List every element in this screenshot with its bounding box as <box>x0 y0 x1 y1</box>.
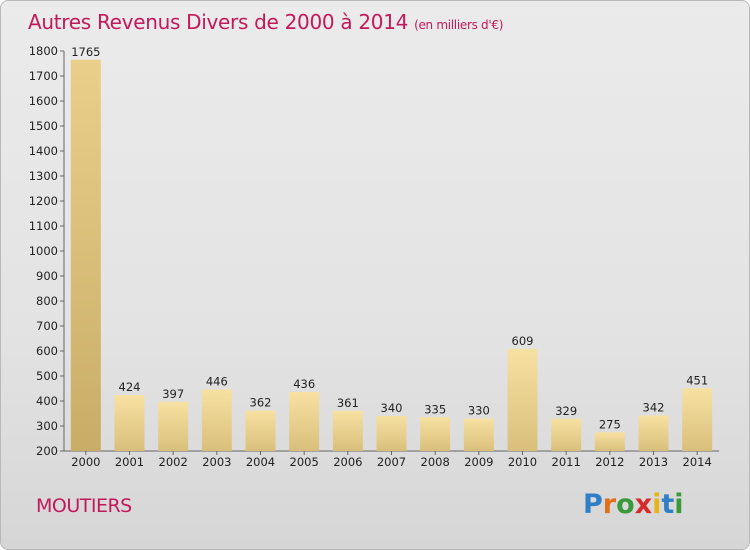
bar-2010 <box>507 348 538 451</box>
value-label: 329 <box>555 404 577 418</box>
y-tick-label: 1400 <box>29 144 58 158</box>
bar-2009 <box>463 418 494 451</box>
x-tick-label: 2000 <box>71 455 100 469</box>
value-label: 342 <box>643 401 665 415</box>
bar-2011 <box>551 418 582 451</box>
y-tick-label: 900 <box>36 269 58 283</box>
bar-2008 <box>420 417 451 451</box>
value-label: 397 <box>162 387 184 401</box>
bar-2003 <box>201 389 232 451</box>
x-tick-label: 2013 <box>639 455 668 469</box>
y-tick-label: 1100 <box>29 219 58 233</box>
value-label: 361 <box>337 396 359 410</box>
logo-letter: r <box>602 489 617 520</box>
value-label: 362 <box>250 396 272 410</box>
logo-letter: t <box>661 489 675 520</box>
x-tick-label: 2009 <box>464 455 493 469</box>
value-label: 436 <box>293 377 315 391</box>
value-label: 1765 <box>71 45 100 59</box>
x-tick-label: 2005 <box>290 455 319 469</box>
value-label: 609 <box>512 334 534 348</box>
y-tick-label: 300 <box>36 419 58 433</box>
bar-2006 <box>332 410 363 451</box>
bar-2000 <box>70 59 101 451</box>
y-tick-label: 1200 <box>29 194 58 208</box>
y-tick-label: 1000 <box>29 244 58 258</box>
bar-2014 <box>682 388 713 451</box>
x-tick-label: 2014 <box>683 455 712 469</box>
x-tick-label: 2008 <box>421 455 450 469</box>
proxiti-logo: Proxiti <box>583 489 684 520</box>
y-tick-label: 700 <box>36 319 58 333</box>
y-tick-label: 1700 <box>29 69 58 83</box>
logo-letter: i <box>652 489 662 520</box>
value-label: 275 <box>599 417 621 431</box>
logo-letter: i <box>674 489 684 520</box>
x-tick-label: 2011 <box>552 455 581 469</box>
place-name: MOUTIERS <box>36 495 132 517</box>
y-tick-label: 400 <box>36 394 58 408</box>
y-tick-label: 1600 <box>29 94 58 108</box>
y-tick-label: 800 <box>36 294 58 308</box>
x-axis: 2000 2001 2002 2003 2004 2005 2006 2007 2008 2009… <box>71 451 712 469</box>
x-tick-label: 2002 <box>159 455 188 469</box>
bars <box>70 59 713 451</box>
y-tick-label: 600 <box>36 344 58 358</box>
title-unit: (en milliers d'€) <box>414 18 504 32</box>
bar-2013 <box>638 415 669 451</box>
x-tick-label: 2006 <box>333 455 362 469</box>
value-label: 340 <box>381 401 403 415</box>
bar-2005 <box>289 392 320 451</box>
value-label: 424 <box>119 380 141 394</box>
bar-2004 <box>245 410 276 451</box>
bar-2012 <box>594 432 625 451</box>
x-tick-label: 2007 <box>377 455 406 469</box>
value-label: 335 <box>424 402 446 416</box>
x-tick-label: 2010 <box>508 455 537 469</box>
value-label: 451 <box>686 373 708 387</box>
logo-letter: P <box>583 489 603 520</box>
x-tick-label: 2004 <box>246 455 275 469</box>
x-tick-label: 2012 <box>595 455 624 469</box>
y-tick-label: 1300 <box>29 169 58 183</box>
title-text: Autres Revenus Divers de 2000 à 2014 <box>28 10 409 34</box>
logo-letter: o <box>616 489 635 520</box>
y-tick-label: 200 <box>36 444 58 458</box>
y-tick-label: 1500 <box>29 119 58 133</box>
bar-2007 <box>376 416 407 451</box>
y-tick-label: 500 <box>36 369 58 383</box>
bar-2001 <box>114 395 145 451</box>
value-label: 446 <box>206 375 228 389</box>
value-label: 330 <box>468 404 490 418</box>
x-tick-label: 2003 <box>202 455 231 469</box>
y-axis: 200 300 400 500 600 700 800 900 1000 1100 1200 1300… <box>29 44 719 458</box>
y-tick-label: 1800 <box>29 44 58 58</box>
logo-letter: x <box>634 489 653 520</box>
value-labels: 1765 424 397 446 362 436 361 340 335 330 609 329 275… <box>71 45 708 432</box>
x-tick-label: 2001 <box>115 455 144 469</box>
chart-title: Autres Revenus Divers de 2000 à 2014 (en … <box>28 10 503 34</box>
bar-2002 <box>158 401 189 451</box>
